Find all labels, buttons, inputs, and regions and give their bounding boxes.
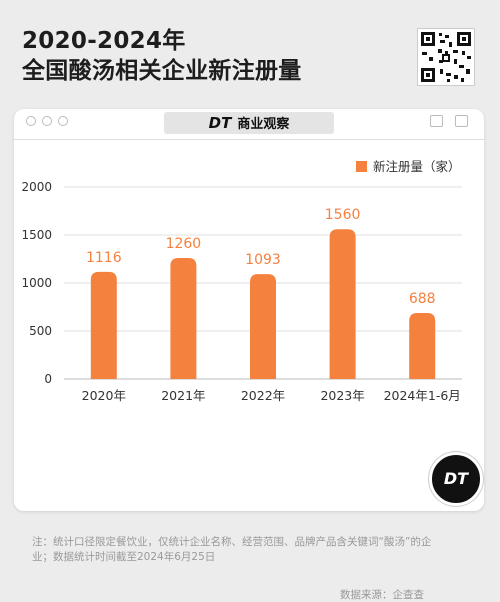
y-tick-label: 0 — [44, 372, 52, 386]
x-tick-label: 2024年1-6月 — [384, 388, 461, 403]
page-title: 2020-2024年 全国酸汤相关企业新注册量 — [22, 26, 302, 86]
bar — [250, 274, 276, 379]
x-tick-label: 2022年 — [241, 388, 285, 403]
footnote: 注：统计口径限定餐饮业，仅统计企业名称、经营范围、品牌产品含关键词“酸汤”的企业… — [32, 536, 432, 563]
data-label: 1260 — [166, 236, 202, 252]
dt-logo-badge: DT — [429, 452, 483, 506]
y-tick-label: 500 — [29, 324, 52, 338]
legend-swatch — [356, 161, 367, 172]
window-titlebar: DT 商业观察 — [14, 109, 484, 140]
y-tick-label: 1500 — [21, 228, 52, 242]
bar-chart: 0 500 1000 1500 2000 新注册量（家） 1116 2020年 1260 2021… — [21, 159, 462, 403]
brand-name: 商业观察 — [237, 117, 290, 132]
bar — [409, 312, 436, 379]
legend-label: 新注册量（家） — [373, 159, 461, 174]
image-icon — [430, 115, 443, 127]
data-label: 1116 — [86, 250, 122, 266]
page-icon — [455, 115, 468, 127]
bar — [90, 271, 117, 379]
y-tick-label: 1000 — [21, 276, 52, 290]
dt-logo-icon: DT — [208, 114, 232, 132]
window-dot-icon — [42, 116, 52, 126]
x-tick-label: 2021年 — [161, 388, 205, 403]
x-tick-label: 2023年 — [320, 388, 364, 403]
bar — [170, 258, 197, 379]
data-source: 数据来源：企查查 — [340, 589, 424, 601]
chart-window: DT 商业观察 0 500 1000 1500 2000 新注册量（家） 1116 2020年 1… — [14, 109, 484, 601]
qr-code-icon — [417, 28, 475, 86]
window-dot-icon — [58, 116, 68, 126]
window-dot-icon — [26, 116, 36, 126]
brand-tab: DT 商业观察 — [164, 112, 334, 134]
title-line-2: 全国酸汤相关企业新注册量 — [22, 58, 302, 84]
data-label: 688 — [409, 291, 436, 307]
data-label: 1560 — [325, 207, 361, 223]
bar — [329, 229, 356, 379]
y-tick-label: 2000 — [21, 180, 52, 194]
title-line-1: 2020-2024年 — [22, 28, 186, 54]
data-label: 1093 — [245, 252, 281, 268]
x-tick-label: 2020年 — [82, 388, 126, 403]
